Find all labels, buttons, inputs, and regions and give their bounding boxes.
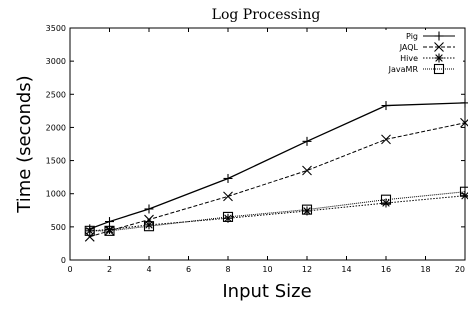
x-axis-label: Input Size xyxy=(222,281,311,302)
series-line-hive xyxy=(89,195,466,232)
series-pig xyxy=(85,98,468,234)
series-line-jaql xyxy=(89,122,466,238)
data-point xyxy=(302,165,312,176)
data-point xyxy=(144,204,154,214)
data-point xyxy=(301,204,313,215)
data-point xyxy=(460,98,468,108)
series-line-javamr xyxy=(89,191,466,232)
series-javamr xyxy=(84,186,468,236)
legend-label: JavaMR xyxy=(388,65,419,74)
x-tick-label: 4 xyxy=(146,265,151,274)
legend: Pig JAQL Hive JavaMR xyxy=(375,30,463,76)
data-point xyxy=(381,198,391,208)
legend-label: JAQL xyxy=(399,43,419,52)
x-tick-label: 12 xyxy=(302,265,312,274)
y-axis: 0 500 1000 1500 2000 2500 3000 3500 xyxy=(46,24,465,265)
data-point xyxy=(84,225,95,236)
series-layer xyxy=(84,98,468,242)
x-tick-label: 10 xyxy=(262,265,272,274)
data-point xyxy=(223,173,233,183)
y-tick-label: 3000 xyxy=(46,57,66,66)
chart-title: Log Processing xyxy=(212,7,321,23)
legend-marker xyxy=(434,31,444,41)
legend-label: Hive xyxy=(400,54,418,63)
data-point xyxy=(104,225,115,236)
x-tick-label: 20 xyxy=(455,265,465,274)
x-tick-label: 16 xyxy=(381,265,391,274)
y-tick-label: 2000 xyxy=(46,123,66,132)
data-point xyxy=(223,191,233,202)
y-tick-label: 500 xyxy=(51,223,66,232)
legend-label: Pig xyxy=(406,32,418,41)
y-tick-label: 1500 xyxy=(46,157,66,166)
y-tick-label: 2500 xyxy=(46,90,66,99)
data-point xyxy=(222,211,234,222)
data-point xyxy=(105,217,114,227)
data-point xyxy=(380,194,392,205)
y-axis-label: Time (seconds) xyxy=(14,75,35,213)
data-point xyxy=(381,134,391,145)
data-point xyxy=(143,221,155,232)
x-axis: 0 2 4 6 8 10 12 14 16 18 20 xyxy=(67,28,466,274)
data-point xyxy=(381,101,391,111)
legend-box xyxy=(375,30,463,76)
x-tick-label: 8 xyxy=(225,265,230,274)
legend-marker xyxy=(433,63,445,75)
series-hive xyxy=(85,191,468,236)
y-tick-label: 1000 xyxy=(46,190,66,199)
data-point xyxy=(302,136,312,146)
legend-marker xyxy=(434,53,444,63)
y-tick-label: 3500 xyxy=(46,24,66,33)
data-point xyxy=(459,186,468,197)
x-tick-label: 2 xyxy=(107,265,112,274)
legend-marker xyxy=(434,42,444,52)
x-tick-label: 6 xyxy=(186,265,191,274)
x-tick-label: 14 xyxy=(341,265,351,274)
series-line-pig xyxy=(89,102,466,230)
series-jaql xyxy=(84,117,468,242)
x-tick-label: 0 xyxy=(67,265,72,274)
y-tick-label: 0 xyxy=(61,256,66,265)
x-tick-label: 18 xyxy=(420,265,430,274)
data-point xyxy=(460,117,468,128)
